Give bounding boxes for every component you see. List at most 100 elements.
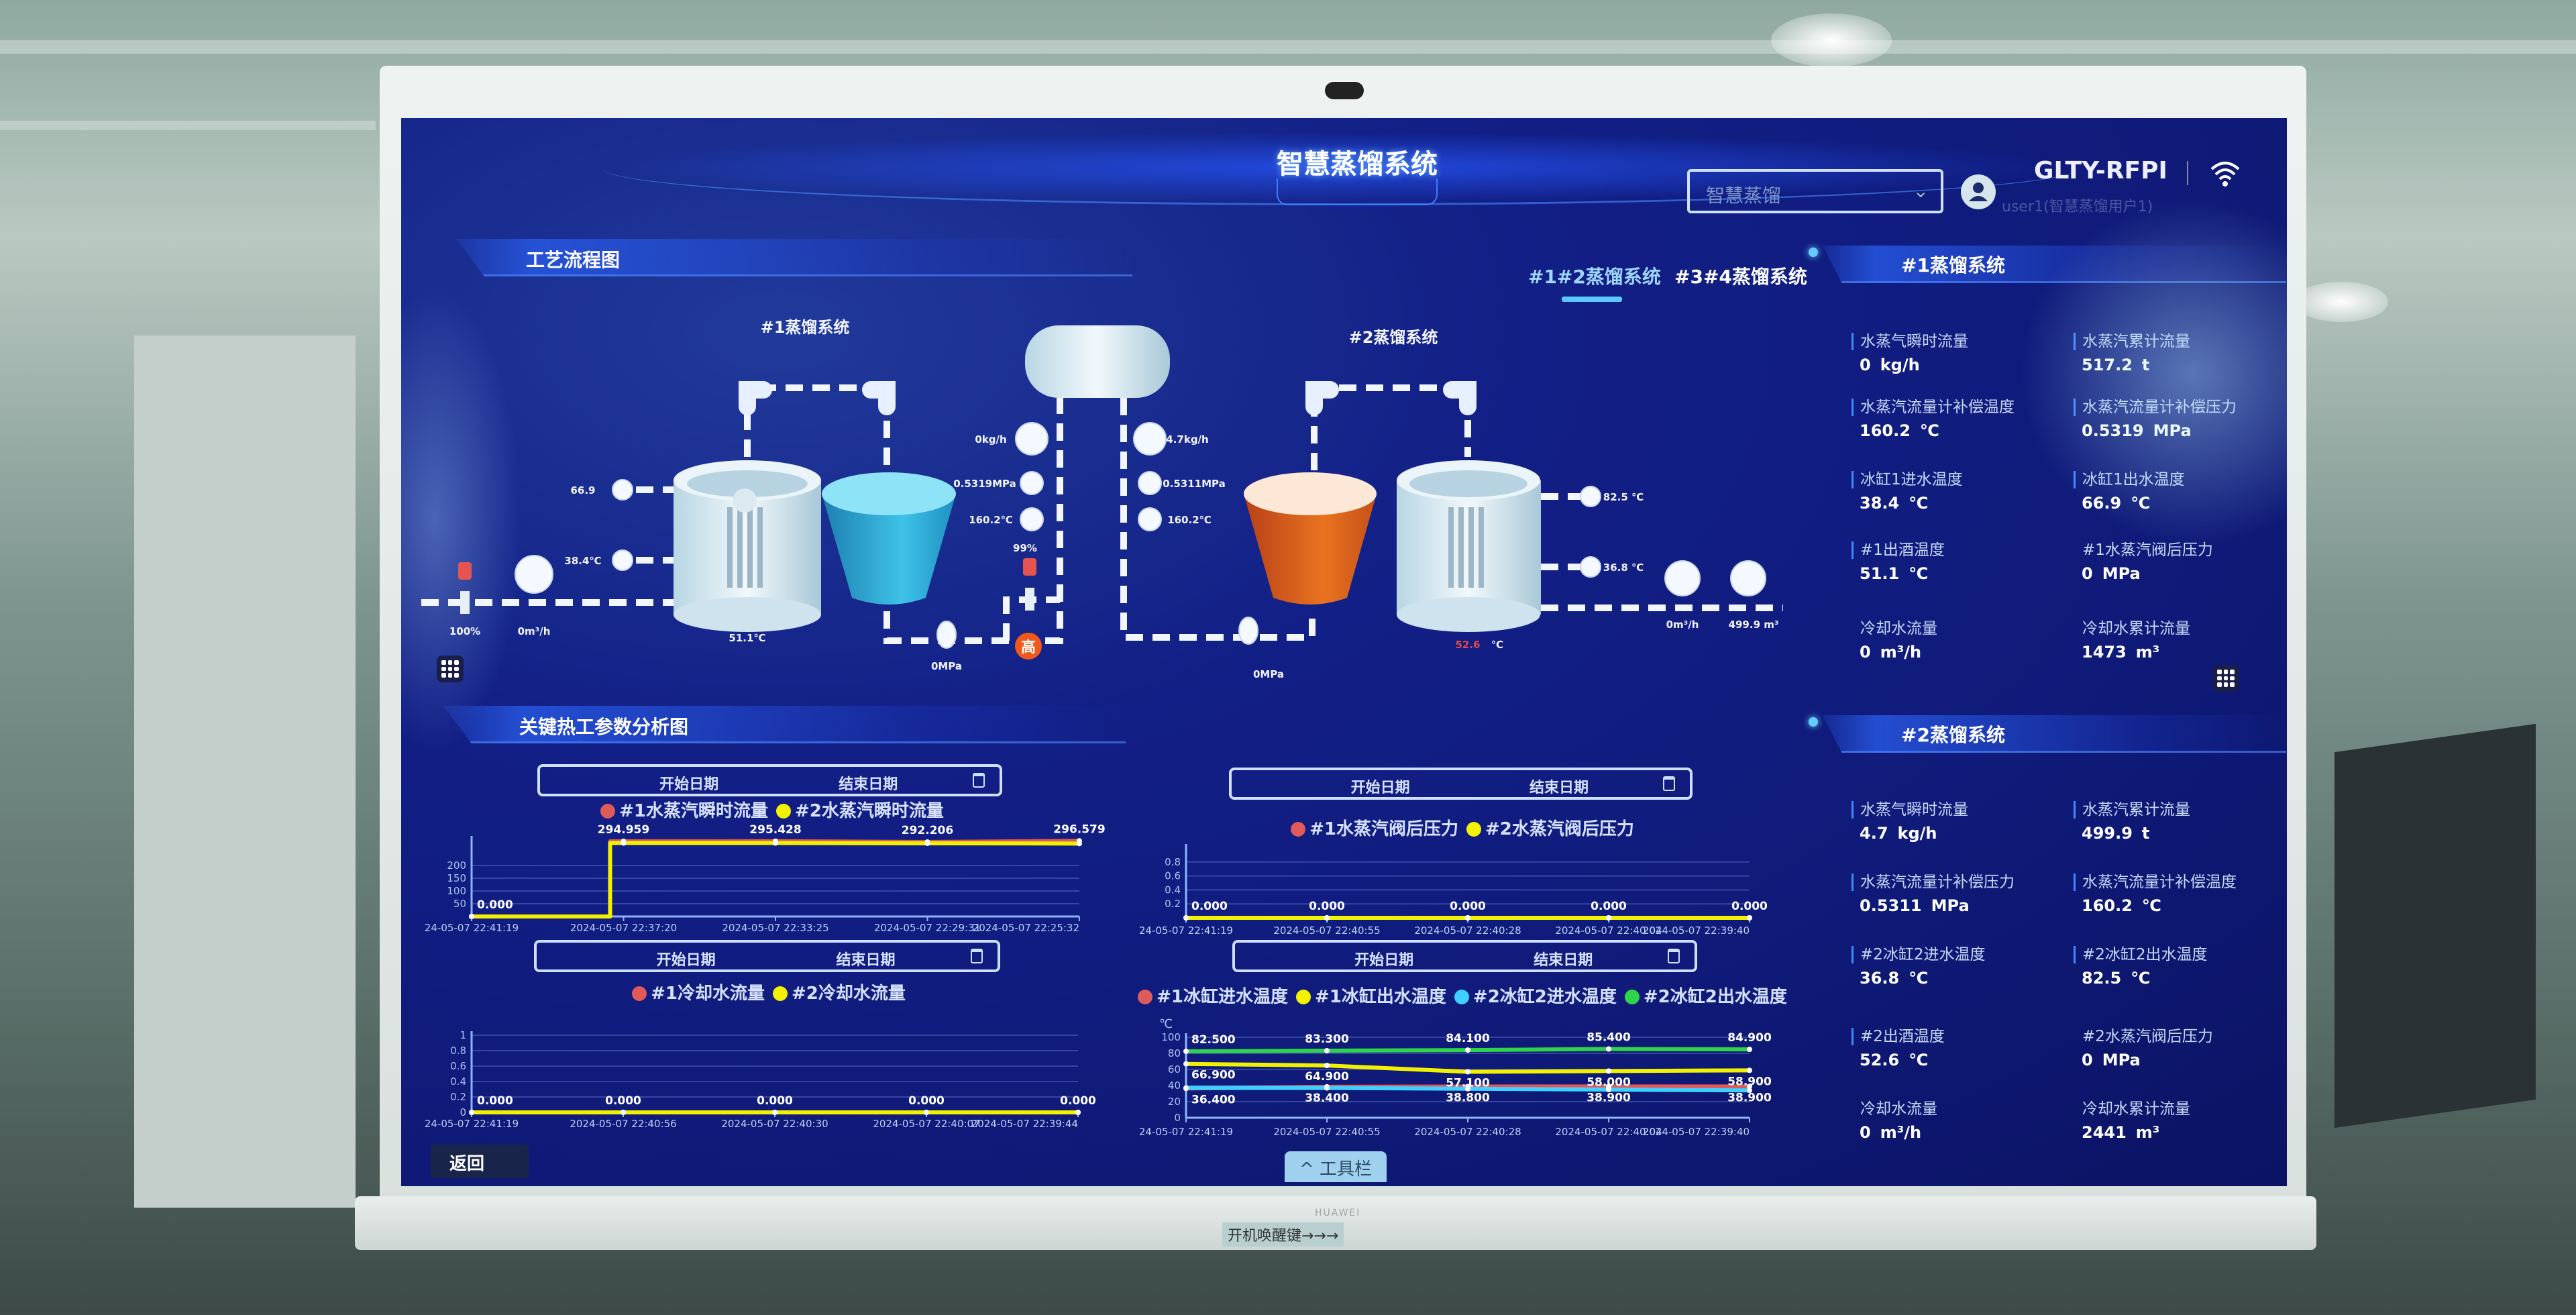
legend-item[interactable]: #1冰缸进水温度 bbox=[1138, 987, 1288, 1007]
legend-item[interactable]: #2水蒸汽阀后压力 bbox=[1466, 819, 1634, 839]
legend-item[interactable]: #2冰缸2进水温度 bbox=[1454, 987, 1617, 1007]
process-section-header bbox=[456, 239, 1132, 276]
x-tick-label: 2024-05-07 22:40:28 bbox=[1414, 1126, 1521, 1138]
metric-label: 水蒸汽流量计补偿温度 bbox=[1851, 399, 2066, 416]
calendar-icon[interactable] bbox=[971, 949, 983, 963]
header-dot bbox=[1809, 248, 1818, 257]
legend-label: #2冰缸2出水温度 bbox=[1643, 987, 1787, 1007]
line-chart: 0 20 40 60 80 100℃ 24-05-07 22:41:19 2024-05-07… bbox=[1139, 1017, 1772, 1138]
data-label: 295.428 bbox=[749, 823, 801, 837]
y-tick-label: 20 bbox=[1168, 1096, 1181, 1108]
calendar-icon[interactable] bbox=[1668, 949, 1680, 963]
metric-label: 水蒸汽累计流量 bbox=[2074, 333, 2287, 350]
flow-gauge-icon bbox=[1015, 422, 1049, 456]
y-tick-label: 150 bbox=[447, 872, 466, 884]
data-point bbox=[772, 1110, 777, 1115]
metric-number: 0 bbox=[2082, 1051, 2093, 1069]
metric-unit: ℃ bbox=[1909, 1051, 1929, 1069]
condenser-cone-2 bbox=[1244, 472, 1377, 604]
legend-item[interactable]: #1冰缸出水温度 bbox=[1296, 987, 1446, 1007]
metric-label: 水蒸气瞬时流量 bbox=[1851, 801, 2066, 819]
y-tick-label: 0.8 bbox=[1165, 856, 1181, 868]
metric-value: 36.8 ℃ bbox=[1851, 969, 2066, 988]
y-axis-unit: ℃ bbox=[1159, 1017, 1173, 1031]
x-tick-label: 24-05-07 22:41:19 bbox=[1139, 925, 1233, 937]
svg-text:高: 高 bbox=[1021, 639, 1036, 656]
grid-menu-icon[interactable] bbox=[437, 655, 464, 682]
still-pot-2 bbox=[1397, 460, 1541, 632]
metric-unit: ℃ bbox=[1909, 494, 1929, 513]
date-range-picker[interactable]: 开始日期 结束日期 bbox=[1229, 768, 1693, 800]
s2-wine-temp: 52.6 bbox=[1455, 639, 1480, 651]
pressure-gauge-icon bbox=[1138, 471, 1162, 495]
legend-label: #1水蒸汽阀后压力 bbox=[1309, 819, 1458, 839]
grid-menu-icon[interactable] bbox=[2212, 665, 2239, 692]
s2-in-temp: 36.8 ℃ bbox=[1603, 562, 1644, 574]
legend-item[interactable]: #1水蒸汽阀后压力 bbox=[1291, 819, 1458, 839]
system1-title: #1蒸馏系统 bbox=[761, 318, 850, 337]
start-date-input[interactable]: 开始日期 bbox=[656, 952, 716, 969]
start-date-input[interactable]: 开始日期 bbox=[1354, 952, 1414, 969]
back-button[interactable]: 返回 bbox=[431, 1145, 529, 1178]
data-label: 0.000 bbox=[1591, 900, 1627, 913]
still-pot-1 bbox=[674, 460, 821, 632]
x-tick-label: 2024-05-07 22:37:20 bbox=[570, 922, 677, 934]
metric-number: 1473 bbox=[2082, 643, 2127, 662]
legend-dot bbox=[1296, 990, 1311, 1004]
s1-out-temp: 66.9 bbox=[570, 484, 595, 496]
data-label: 84.100 bbox=[1446, 1032, 1490, 1045]
s1-valve-open: 100% bbox=[449, 625, 480, 637]
y-tick-label: 80 bbox=[1168, 1047, 1181, 1059]
metric-number: 0 bbox=[2082, 564, 2093, 583]
header-dot bbox=[1809, 717, 1818, 727]
x-tick-label: 2024-05-07 22:40:55 bbox=[1273, 925, 1380, 937]
date-range-picker[interactable]: 开始日期 结束日期 bbox=[534, 940, 1000, 972]
data-point bbox=[1465, 915, 1470, 920]
date-range-picker[interactable]: 开始日期 结束日期 bbox=[537, 764, 1002, 796]
s1-steam-flow: 0kg/h bbox=[975, 433, 1006, 445]
calendar-icon[interactable] bbox=[973, 773, 985, 788]
end-date-input[interactable]: 结束日期 bbox=[1529, 780, 1589, 796]
tab-system-1-2[interactable]: #1#2蒸馏系统 bbox=[1528, 266, 1661, 288]
data-point bbox=[1324, 915, 1330, 920]
wifi-icon bbox=[2210, 162, 2240, 187]
y-tick-label: 100 bbox=[447, 885, 466, 897]
data-label: 36.400 bbox=[1191, 1093, 1236, 1106]
y-tick-label: 0 bbox=[460, 1106, 466, 1118]
process-section-title: 工艺流程图 bbox=[526, 249, 621, 271]
s2-valve-pressure: 0MPa bbox=[1253, 668, 1284, 680]
date-range-picker[interactable]: 开始日期 结束日期 bbox=[1232, 940, 1697, 972]
legend-item[interactable]: #2冷却水流量 bbox=[773, 984, 906, 1004]
calendar-icon[interactable] bbox=[1663, 776, 1675, 791]
s1-reg-valve: 99% bbox=[1013, 542, 1037, 554]
legend-item[interactable]: #2冰缸2出水温度 bbox=[1624, 987, 1787, 1007]
metric-value: 160.2 ℃ bbox=[1851, 421, 2066, 440]
data-point bbox=[1747, 1088, 1752, 1094]
end-date-input[interactable]: 结束日期 bbox=[1534, 952, 1593, 969]
end-date-input[interactable]: 结束日期 bbox=[839, 776, 898, 793]
metric-unit: ℃ bbox=[2131, 494, 2151, 513]
s2-wine-temp-unit: ℃ bbox=[1491, 639, 1503, 651]
legend-item[interactable]: #2水蒸汽瞬时流量 bbox=[776, 801, 944, 821]
metric-label: 水蒸汽流量计补偿温度 bbox=[2074, 874, 2287, 891]
start-date-input[interactable]: 开始日期 bbox=[1350, 780, 1410, 796]
data-label: 0.000 bbox=[1191, 900, 1228, 913]
vapor-pipe-1 bbox=[744, 384, 890, 470]
legend-item[interactable]: #1冷却水流量 bbox=[632, 984, 765, 1004]
end-date-input[interactable]: 结束日期 bbox=[836, 952, 896, 969]
system-select[interactable]: 智慧蒸馏 ⌄ bbox=[1687, 169, 1943, 213]
metric-number: 36.8 bbox=[1860, 969, 1900, 988]
metric-item: 冷却水累计流量 1473 m³ bbox=[2074, 620, 2287, 662]
user-name[interactable]: user1(智慧蒸馏用户1) bbox=[2002, 199, 2153, 215]
tab-system-3-4[interactable]: #3#4蒸馏系统 bbox=[1674, 266, 1807, 288]
legend-item[interactable]: #1水蒸汽瞬时流量 bbox=[600, 801, 768, 821]
legend-label: #2水蒸汽瞬时流量 bbox=[795, 801, 944, 821]
start-date-input[interactable]: 开始日期 bbox=[659, 776, 719, 793]
s2-steam-flow: 4.7kg/h bbox=[1166, 433, 1208, 445]
user-avatar-icon[interactable] bbox=[1961, 174, 1996, 209]
data-label: 83.300 bbox=[1305, 1033, 1349, 1046]
legend-dot bbox=[1466, 822, 1481, 837]
toolbar-button[interactable]: ^ 工具栏 bbox=[1285, 1151, 1387, 1182]
s2-cooling-flow: 0m³/h bbox=[1666, 619, 1699, 631]
